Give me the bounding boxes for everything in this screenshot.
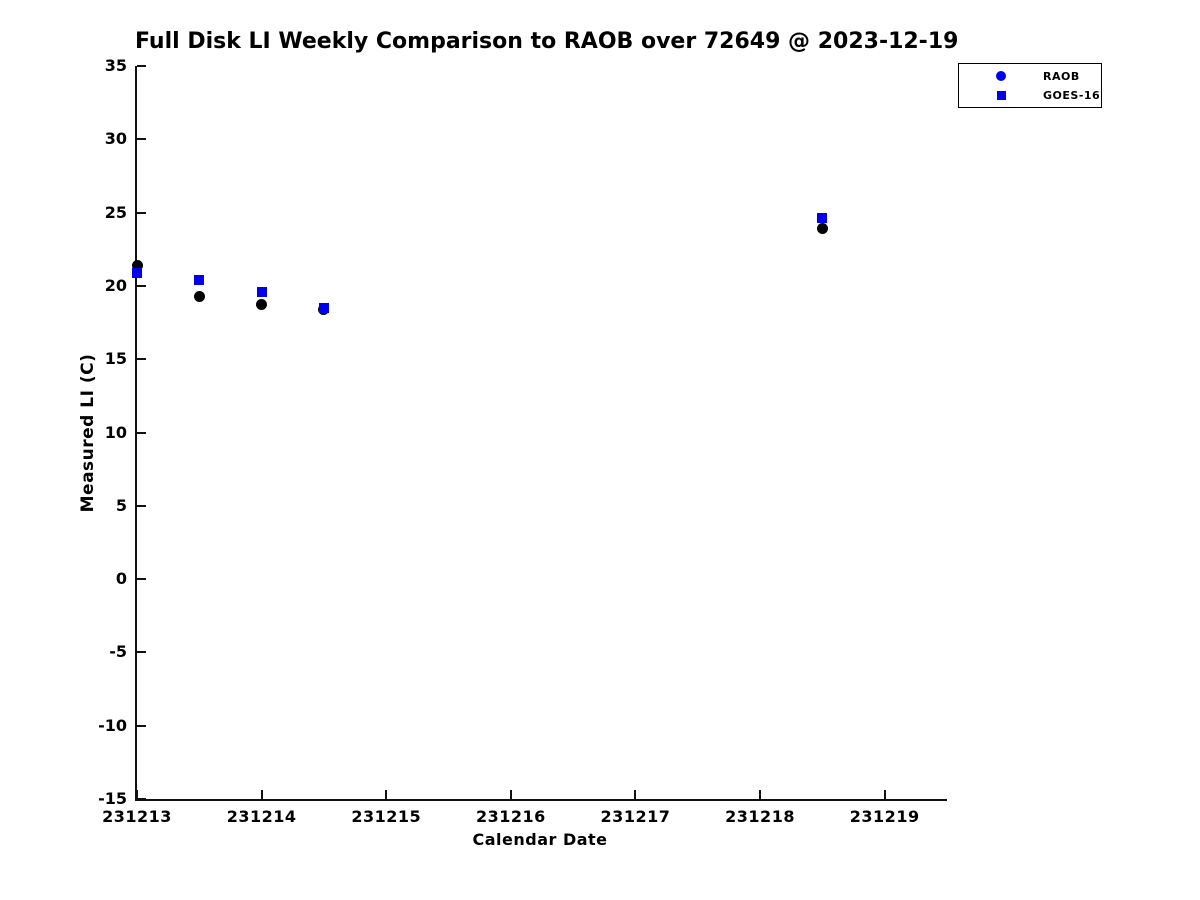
data-point-goes-16 <box>194 275 205 286</box>
y-tick-mark <box>137 724 146 727</box>
data-point-goes-16 <box>132 267 142 278</box>
y-tick-label: 20 <box>104 275 127 295</box>
y-tick-mark <box>137 431 146 434</box>
y-tick-mark <box>137 138 146 141</box>
y-tick-mark <box>137 65 146 67</box>
legend-item-raob: RAOB <box>959 68 1101 85</box>
legend-circle-icon <box>996 71 1006 81</box>
y-tick-label: 0 <box>115 569 127 589</box>
x-tick-mark <box>759 790 762 799</box>
data-point-goes-16 <box>318 302 329 313</box>
x-tick-mark <box>509 790 512 799</box>
plot-area: 35 30 25 20 15 10 5 0 -5 -10 -15 231213 231214 231215… <box>98 56 947 826</box>
x-tick-mark <box>634 790 637 799</box>
legend-label: RAOB <box>1043 69 1080 83</box>
y-tick-mark <box>137 504 146 507</box>
y-tick-mark <box>137 651 146 654</box>
x-tick-label: 231219 <box>849 807 920 826</box>
y-tick-label: 25 <box>104 202 127 222</box>
y-tick-mark <box>137 798 146 800</box>
y-tick-label: 15 <box>104 349 127 369</box>
y-tick-label: 30 <box>104 129 127 149</box>
legend-marker-cell <box>959 71 1043 81</box>
y-tick-label: 35 <box>104 56 127 75</box>
y-tick-mark <box>137 211 146 214</box>
x-tick-mark <box>260 790 263 799</box>
x-tick-label: 231218 <box>725 807 795 826</box>
data-point-goes-16 <box>256 286 267 297</box>
data-point-raob <box>256 299 268 311</box>
x-tick-label: 231213 <box>102 807 172 826</box>
chart-title: Full Disk LI Weekly Comparison to RAOB o… <box>135 29 959 54</box>
data-point-raob <box>193 290 205 302</box>
y-tick-label: -15 <box>98 789 127 808</box>
x-tick-mark <box>136 790 138 799</box>
y-tick-mark <box>137 358 146 361</box>
x-tick-label: 231214 <box>226 807 297 826</box>
x-tick-mark <box>883 790 886 799</box>
legend: RAOB GOES-16 <box>958 63 1102 108</box>
x-tick-label: 231217 <box>600 807 671 826</box>
x-tick-label: 231216 <box>475 807 546 826</box>
y-tick-label: 5 <box>115 495 127 515</box>
y-tick-label: -5 <box>109 642 127 662</box>
x-tick-label: 231215 <box>351 807 422 826</box>
y-tick-mark <box>137 284 146 287</box>
y-tick-mark <box>137 578 146 581</box>
y-tick-label: 10 <box>104 422 127 442</box>
legend-item-goes-16: GOES-16 <box>959 87 1101 104</box>
data-point-raob <box>131 259 143 271</box>
x-axis-label: Calendar Date <box>472 830 608 849</box>
legend-label: GOES-16 <box>1043 88 1101 102</box>
y-tick-label: -10 <box>98 715 127 735</box>
legend-marker-cell <box>959 90 1043 100</box>
legend-square-icon <box>996 90 1006 100</box>
data-point-goes-16 <box>817 213 828 224</box>
x-tick-mark <box>385 790 388 799</box>
data-point-raob <box>816 223 828 235</box>
